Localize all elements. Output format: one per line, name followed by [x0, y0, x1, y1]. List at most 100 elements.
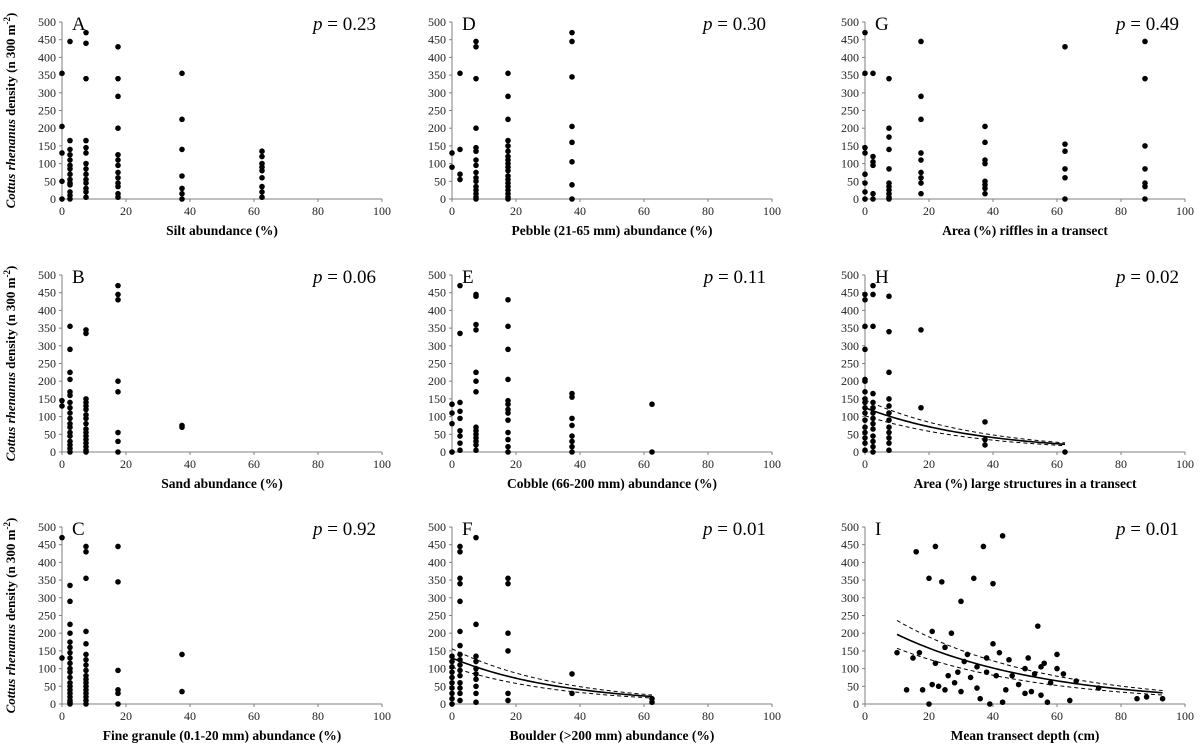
panel-letter: H [875, 267, 889, 288]
data-point [982, 419, 988, 425]
data-point [457, 427, 463, 434]
data-point [457, 651, 463, 658]
data-point [473, 653, 479, 660]
data-point [987, 701, 993, 707]
x-tick-label: 100 [1176, 457, 1194, 471]
y-tick-label: 100 [38, 662, 56, 676]
data-point [886, 440, 892, 446]
data-point [115, 75, 121, 82]
data-point [1073, 678, 1079, 684]
data-point [569, 415, 575, 422]
data-point [67, 404, 73, 411]
data-point [569, 438, 575, 445]
data-point [83, 641, 89, 647]
x-tick-label: 0 [862, 204, 868, 218]
x-tick-label: 60 [1051, 204, 1063, 218]
data-point [862, 435, 868, 441]
x-tick-label: 20 [510, 457, 522, 471]
y-tick-label: 100 [841, 410, 859, 424]
data-point [1134, 695, 1140, 702]
data-point [918, 116, 924, 123]
data-point [870, 420, 876, 427]
data-point [886, 447, 892, 454]
data-point [457, 447, 463, 454]
data-point [903, 687, 910, 693]
data-point [259, 174, 265, 181]
data-point [67, 157, 73, 163]
data-point [67, 182, 73, 188]
x-tick-label: 20 [510, 709, 522, 723]
panel-letter: G [875, 14, 889, 35]
panel-f: 0 50 100 150 200 250 300 350 400 450 500 0 20 40 60 80 1… [428, 519, 781, 743]
x-axis-label: Boulder (>200 mm) abundance (%) [510, 728, 715, 743]
data-point [67, 639, 73, 645]
data-point [83, 667, 89, 674]
data-point [179, 651, 185, 658]
data-point [649, 449, 655, 455]
x-tick-label: 60 [638, 457, 650, 471]
data-point [457, 399, 463, 406]
data-point [115, 579, 121, 585]
p-value-label: p = 0.02 [1114, 267, 1179, 288]
y-tick-label: 400 [428, 303, 446, 317]
data-point [569, 196, 575, 202]
data-point [505, 580, 511, 587]
data-point [1047, 679, 1054, 686]
data-point [449, 679, 455, 686]
data-point [473, 676, 479, 683]
x-tick-label: 20 [510, 204, 522, 218]
data-point [1035, 623, 1041, 629]
x-tick-label: 100 [373, 204, 391, 218]
p-value-label: p = 0.92 [311, 519, 376, 540]
data-point [932, 660, 939, 667]
data-point [569, 690, 575, 697]
data-point [886, 146, 892, 153]
data-point [974, 685, 980, 691]
data-point [115, 194, 121, 201]
data-point [999, 533, 1006, 539]
y-tick-label: 150 [428, 139, 446, 153]
data-point [886, 424, 892, 431]
data-point [862, 410, 868, 416]
data-point [886, 403, 892, 409]
data-point [926, 701, 932, 707]
y-tick-label: 200 [428, 374, 446, 388]
data-point [1006, 656, 1012, 663]
data-point [457, 176, 463, 183]
data-point [83, 449, 89, 455]
data-point [67, 171, 73, 178]
data-point [83, 420, 89, 427]
y-axis-label: Cottus rhenanus density (n 300 m-2) [2, 13, 18, 209]
y-tick-label: 50 [434, 174, 446, 188]
data-point [115, 296, 121, 303]
y-tick-label: 300 [841, 86, 859, 100]
x-tick-label: 0 [862, 709, 868, 723]
data-point [473, 378, 479, 385]
data-point [1003, 687, 1009, 693]
data-point [259, 148, 265, 155]
data-point [457, 598, 463, 605]
y-tick-label: 200 [841, 121, 859, 135]
data-point [569, 38, 575, 45]
data-point [67, 621, 73, 628]
data-point [870, 196, 876, 202]
x-tick-label: 20 [923, 204, 935, 218]
data-point [67, 399, 73, 406]
data-point [894, 649, 900, 656]
data-point [115, 701, 121, 707]
y-tick-label: 100 [841, 157, 859, 171]
data-point [980, 543, 987, 550]
data-point [862, 171, 868, 178]
data-point [862, 404, 868, 411]
data-point [862, 323, 868, 330]
y-tick-label: 0 [853, 445, 859, 459]
x-tick-label: 100 [373, 709, 391, 723]
data-point [918, 169, 924, 176]
data-point [862, 196, 868, 202]
y-tick-label: 200 [38, 374, 56, 388]
y-tick-label: 450 [428, 286, 446, 300]
data-point [67, 582, 73, 589]
data-point [1060, 671, 1067, 677]
data-point [886, 328, 892, 335]
data-point [870, 404, 876, 411]
